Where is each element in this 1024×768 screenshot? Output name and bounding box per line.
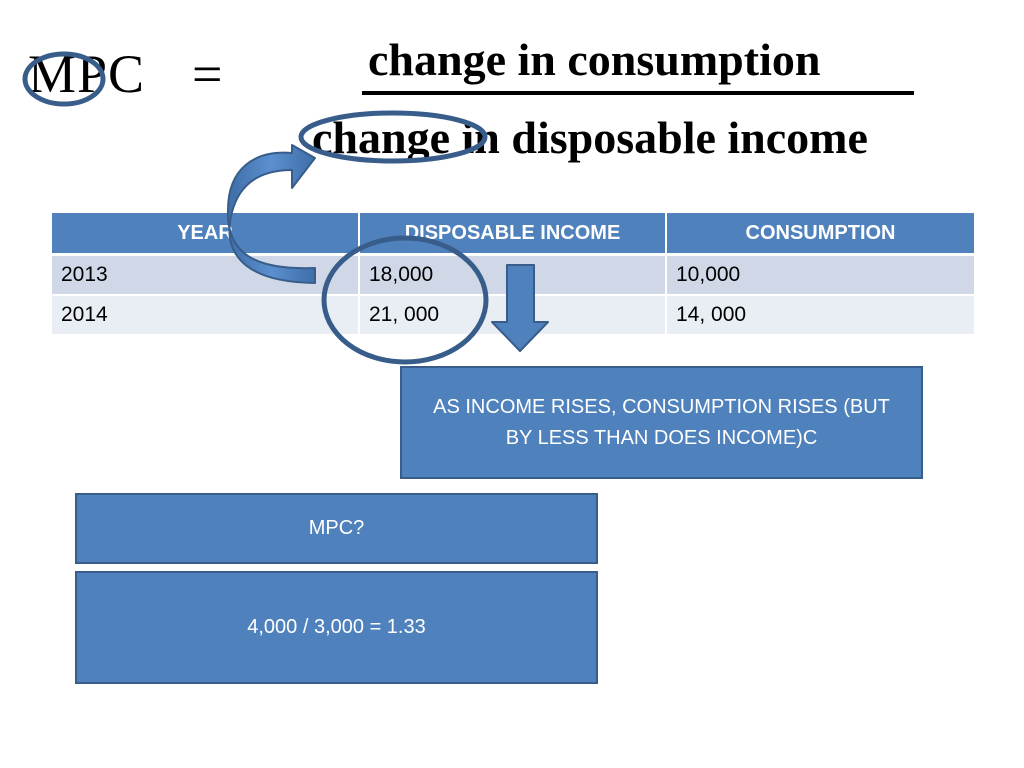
- formula-denominator: change in disposable income: [312, 112, 868, 163]
- table-header-row: YEAR DISPOSABLE INCOME CONSUMPTION: [52, 213, 974, 256]
- header-consumption: CONSUMPTION: [666, 213, 974, 256]
- cell-disposable-income: 21, 000: [359, 295, 667, 336]
- cell-disposable-income: 18,000: [359, 254, 667, 296]
- table-row: 2013 18,000 10,000: [52, 254, 974, 296]
- note-box: AS INCOME RISES, CONSUMPTION RISES (BUT …: [400, 366, 923, 479]
- cell-consumption: 14, 000: [666, 295, 974, 336]
- cell-year: 2014: [52, 295, 360, 336]
- question-box: MPC?: [75, 493, 598, 564]
- header-year: YEAR: [52, 213, 360, 256]
- header-disposable-income: DISPOSABLE INCOME: [359, 213, 667, 256]
- mpc-label: MPC: [28, 44, 146, 104]
- fraction-bar: [362, 91, 914, 95]
- equals-sign: =: [192, 44, 223, 104]
- data-table: YEAR DISPOSABLE INCOME CONSUMPTION 2013 …: [52, 213, 974, 336]
- cell-year: 2013: [52, 254, 360, 296]
- cell-consumption: 10,000: [666, 254, 974, 296]
- formula-numerator: change in consumption: [368, 34, 821, 85]
- answer-box: 4,000 / 3,000 = 1.33: [75, 571, 598, 684]
- table-row: 2014 21, 000 14, 000: [52, 295, 974, 336]
